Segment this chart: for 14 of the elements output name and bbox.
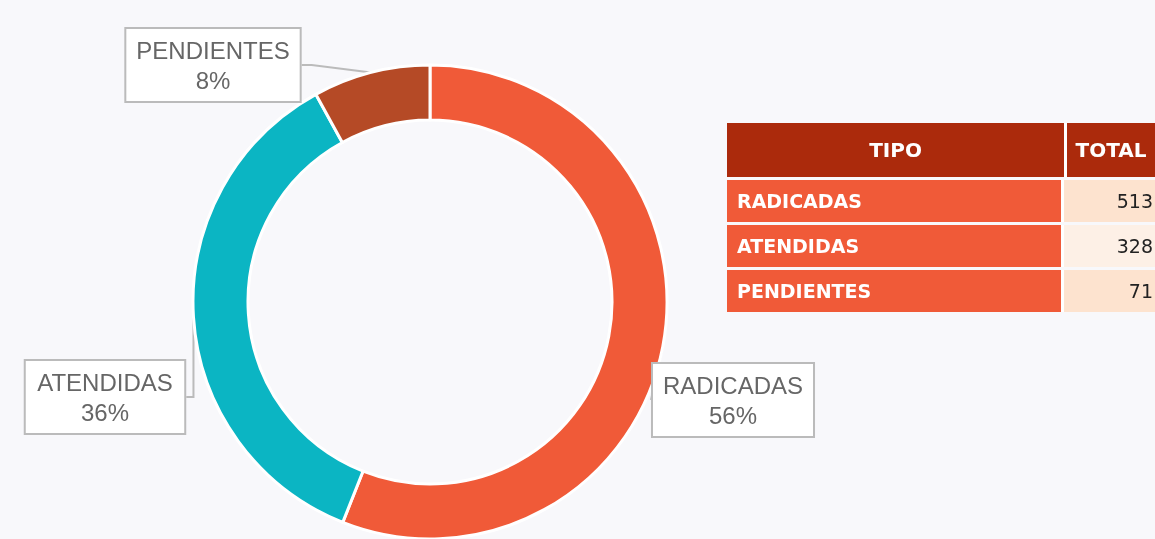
category-label: PENDIENTES — [737, 280, 872, 302]
text: 513 — [1064, 180, 1155, 222]
slice-label: ATENDIDAS — [37, 368, 173, 396]
slice-label: RADICADAS — [727, 180, 1065, 222]
text: 71 — [1064, 270, 1155, 312]
category-label: ATENDIDAS — [737, 235, 860, 257]
data-label: 36% — [80, 398, 130, 426]
data-label: 8% — [195, 66, 231, 94]
text: 328 — [1064, 225, 1155, 267]
text: TOTAL — [1064, 123, 1155, 177]
text: TIPO — [727, 123, 1065, 177]
data-label: 56% — [708, 401, 758, 429]
slice-label: RADICADAS — [662, 371, 804, 399]
slice-label: PENDIENTES — [136, 36, 290, 64]
